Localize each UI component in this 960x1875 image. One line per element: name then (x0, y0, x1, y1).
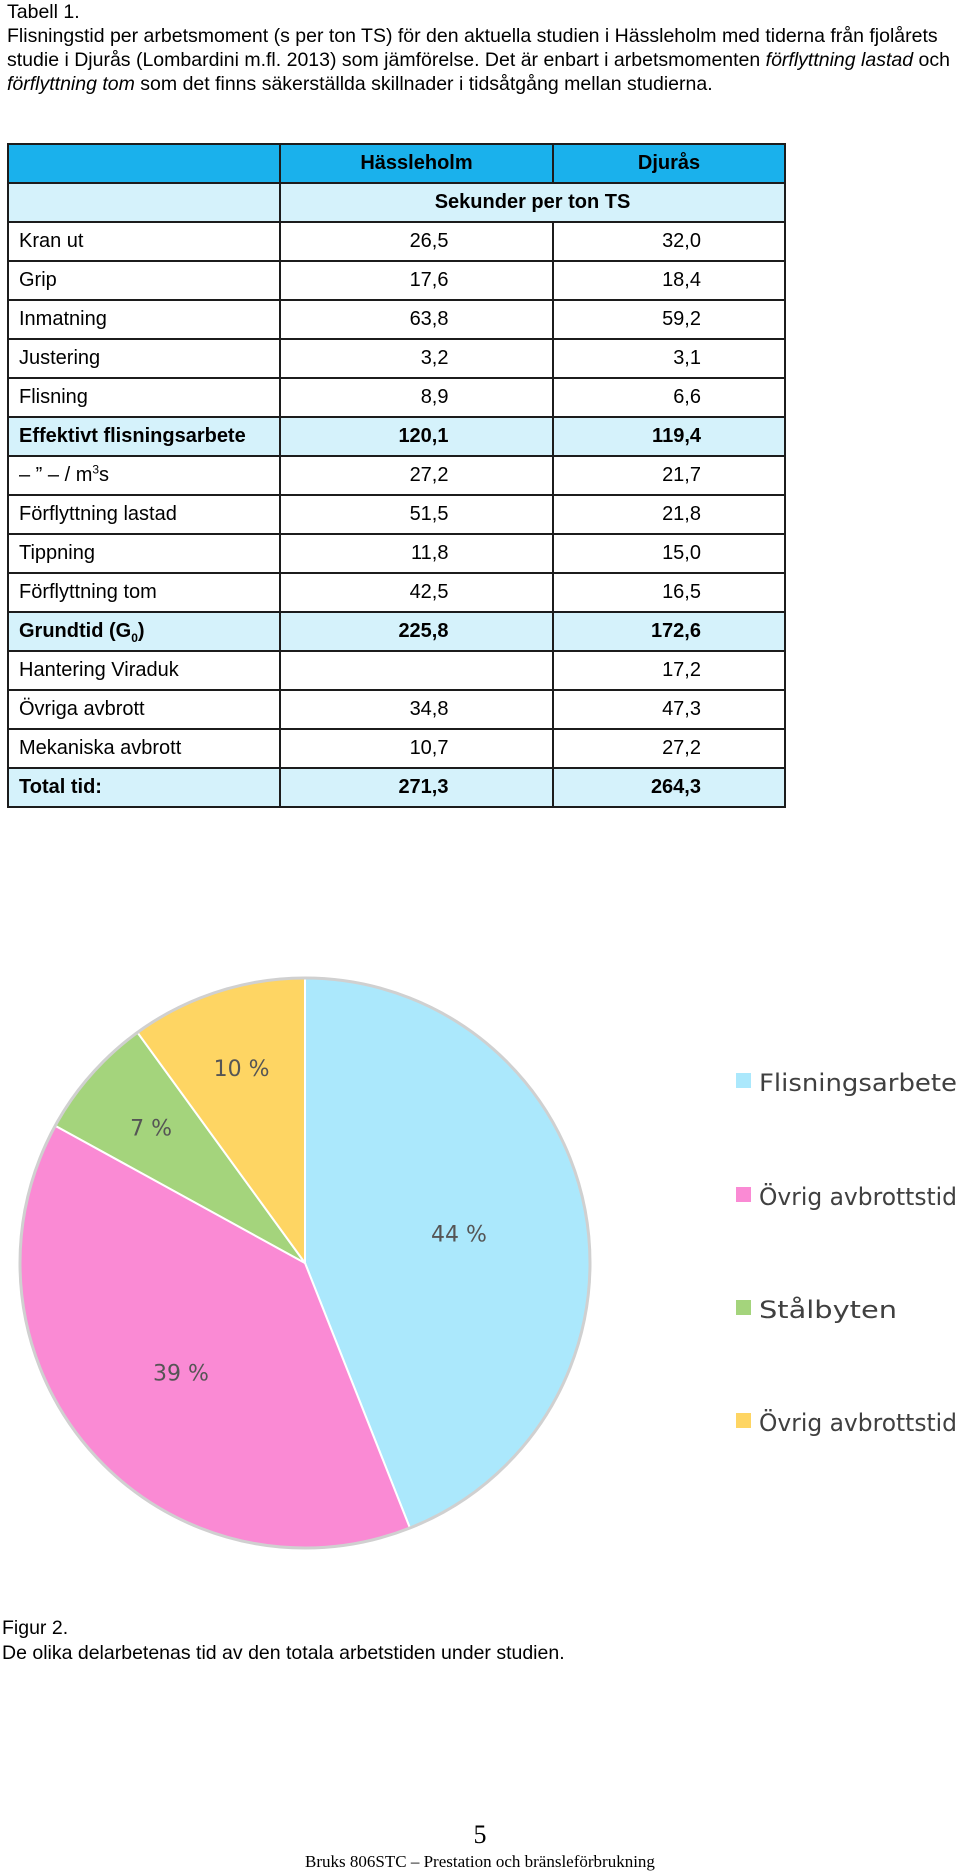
legend-label: Övrig avbrottstid (759, 1408, 957, 1437)
slice-label: 10 % (214, 1057, 270, 1082)
legend-label: Flisningsarbete (759, 1069, 957, 1097)
row-label: Justering (7, 338, 281, 379)
table-row: Grip 17,6 18,4 (7, 260, 786, 301)
row-label: Flisning (7, 377, 281, 418)
table-row: Effektivt flisningsarbete 120,1 119,4 (7, 416, 786, 457)
legend-label: Övrig avbrottstid (759, 1182, 957, 1211)
row-label: Förflyttning tom (7, 572, 281, 613)
slice-label: 7 % (130, 1116, 172, 1141)
row-label: Hantering Viraduk (7, 650, 281, 691)
cell-hassleholm: 17,6 (279, 260, 554, 301)
cell-djuras: 3,1 (552, 338, 786, 379)
table-row: Tippning 11,8 15,0 (7, 533, 786, 574)
table-caption-text: Flisningstid per arbetsmoment (s per ton… (7, 25, 950, 95)
figure-caption: Figur 2. De olika delarbetenas tid av de… (2, 1616, 902, 1666)
figure-label: Figur 2. (2, 1617, 69, 1639)
cell-hassleholm: 11,8 (279, 533, 554, 574)
cell-hassleholm: 3,2 (279, 338, 554, 379)
slice-label: 44 % (431, 1223, 487, 1248)
unit-label: Sekunder per ton TS (279, 182, 786, 223)
cell-djuras: 27,2 (552, 728, 786, 769)
legend-label: Stålbyten (759, 1295, 897, 1324)
cell-djuras: 16,5 (552, 572, 786, 613)
cell-hassleholm: 26,5 (279, 221, 554, 262)
cell-djuras: 32,0 (552, 221, 786, 262)
row-label: Kran ut (7, 221, 281, 262)
cell-hassleholm (279, 650, 554, 691)
cell-djuras: 47,3 (552, 689, 786, 730)
cell-hassleholm: 63,8 (279, 299, 554, 340)
table-row: Grundtid (G0) 225,8 172,6 (7, 611, 786, 652)
unit-empty-cell (7, 182, 281, 223)
time-table: Hässleholm Djurås Sekunder per ton TS Kr… (7, 143, 786, 808)
row-label: Förflyttning lastad (7, 494, 281, 535)
cell-djuras: 6,6 (552, 377, 786, 418)
row-label: Effektivt flisningsarbete (7, 416, 281, 457)
cell-hassleholm: 225,8 (279, 611, 554, 652)
page-footer: Bruks 806STC – Prestation och bränsleför… (305, 1852, 655, 1871)
cell-djuras: 18,4 (552, 260, 786, 301)
header-hassleholm: Hässleholm (279, 143, 554, 184)
table-row: – ” – / m3s 27,2 21,7 (7, 455, 786, 496)
row-label: Tippning (7, 533, 281, 574)
table-row: Hantering Viraduk 17,2 (7, 650, 786, 691)
cell-djuras: 17,2 (552, 650, 786, 691)
table-caption: Tabell 1. Flisningstid per arbetsmoment … (7, 0, 952, 96)
legend-swatch (736, 1300, 751, 1315)
table-row: Förflyttning lastad 51,5 21,8 (7, 494, 786, 535)
row-label: Total tid: (7, 767, 281, 808)
cell-hassleholm: 8,9 (279, 377, 554, 418)
cell-hassleholm: 51,5 (279, 494, 554, 535)
table-unit-row: Sekunder per ton TS (7, 182, 786, 223)
cell-djuras: 15,0 (552, 533, 786, 574)
cell-djuras: 21,7 (552, 455, 786, 496)
table-row: Mekaniska avbrott 10,7 27,2 (7, 728, 786, 769)
pie-outline (18, 976, 592, 1550)
cell-djuras: 119,4 (552, 416, 786, 457)
header-djuras: Djurås (552, 143, 786, 184)
row-label: Grip (7, 260, 281, 301)
legend-swatch (736, 1073, 751, 1088)
cell-djuras: 59,2 (552, 299, 786, 340)
cell-hassleholm: 27,2 (279, 455, 554, 496)
table-row: Kran ut 26,5 32,0 (7, 221, 786, 262)
row-label: – ” – / m3s (7, 455, 281, 496)
cell-hassleholm: 42,5 (279, 572, 554, 613)
cell-hassleholm: 271,3 (279, 767, 554, 808)
page-number: 5 (473, 1820, 487, 1849)
table-row: Förflyttning tom 42,5 16,5 (7, 572, 786, 613)
row-label: Övriga avbrott (7, 689, 281, 730)
figure-caption-text: De olika delarbetenas tid av den totala … (2, 1642, 565, 1664)
cell-hassleholm: 120,1 (279, 416, 554, 457)
cell-hassleholm: 34,8 (279, 689, 554, 730)
header-empty-cell (7, 143, 281, 184)
row-label: Mekaniska avbrott (7, 728, 281, 769)
table-row: Total tid: 271,3 264,3 (7, 767, 786, 808)
legend-swatch (736, 1413, 751, 1428)
cell-djuras: 21,8 (552, 494, 786, 535)
table-header-row: Hässleholm Djurås (7, 143, 786, 184)
table-row: Övriga avbrott 34,8 47,3 (7, 689, 786, 730)
cell-djuras: 264,3 (552, 767, 786, 808)
row-label: Inmatning (7, 299, 281, 340)
table-row: Flisning 8,9 6,6 (7, 377, 786, 418)
table-row: Justering 3,2 3,1 (7, 338, 786, 379)
pie-chart: 44 % 39 % 7 % 10 % Flisningsarbete Övrig avbr… (18, 976, 957, 1550)
table-row: Inmatning 63,8 59,2 (7, 299, 786, 340)
slice-label: 39 % (153, 1361, 209, 1386)
cell-djuras: 172,6 (552, 611, 786, 652)
cell-hassleholm: 10,7 (279, 728, 554, 769)
table-label: Tabell 1. (7, 1, 80, 23)
legend-swatch (736, 1187, 751, 1202)
row-label: Grundtid (G0) (7, 611, 281, 652)
